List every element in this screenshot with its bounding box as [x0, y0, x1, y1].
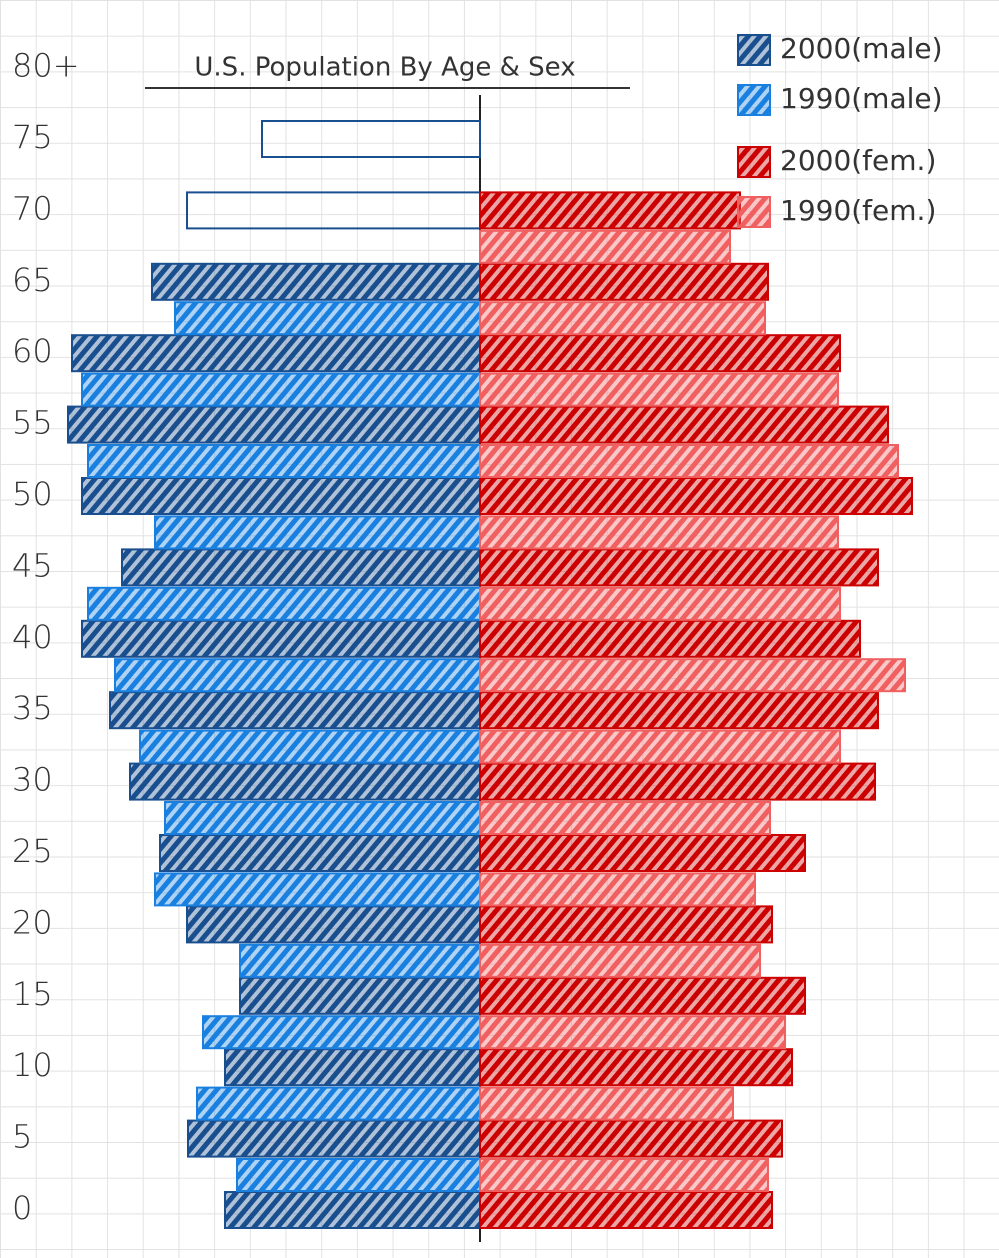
legend-swatch — [737, 84, 771, 116]
bar — [479, 372, 839, 407]
y-tick-label: 5 — [12, 1118, 32, 1156]
y-tick-label: 70 — [12, 189, 53, 227]
legend-label: 1990(fem.) — [780, 194, 936, 227]
bar — [479, 477, 913, 515]
bar — [151, 262, 481, 301]
legend-swatch — [737, 146, 771, 178]
y-tick-label: 80+ — [12, 47, 80, 85]
bar — [479, 301, 766, 336]
bar — [479, 762, 876, 801]
bar — [154, 515, 481, 550]
bar — [154, 872, 481, 907]
bar — [479, 405, 889, 444]
bar — [71, 334, 481, 373]
bar — [87, 444, 481, 478]
bar — [479, 1158, 769, 1192]
y-tick-label: 55 — [12, 404, 53, 442]
bar — [479, 619, 861, 658]
bar — [479, 515, 839, 550]
bar — [479, 1048, 793, 1087]
bar — [109, 691, 481, 730]
y-tick-label: 10 — [12, 1046, 53, 1084]
bar — [479, 1086, 734, 1121]
legend-label: 1990(male) — [780, 82, 943, 115]
bar — [139, 729, 481, 764]
bar — [236, 1158, 481, 1192]
bar — [479, 872, 756, 907]
bar — [479, 729, 841, 764]
bar — [114, 658, 481, 693]
bar — [159, 834, 481, 872]
y-tick-label: 65 — [12, 261, 53, 299]
bar — [479, 1191, 773, 1229]
bar — [479, 586, 841, 621]
legend-label: 2000(male) — [780, 32, 943, 65]
bar — [224, 1191, 481, 1229]
y-tick-label: 0 — [12, 1189, 32, 1227]
bar — [479, 334, 841, 373]
bar — [202, 1015, 481, 1050]
y-tick-label: 25 — [12, 832, 53, 870]
bar — [479, 444, 899, 478]
bar — [129, 762, 481, 801]
bar — [261, 120, 481, 158]
bar — [479, 834, 806, 872]
chart-title: U.S. Population By Age & Sex — [194, 53, 575, 83]
bar — [479, 943, 761, 978]
bar — [87, 586, 481, 621]
bar — [121, 548, 481, 587]
bar — [479, 905, 773, 944]
bar — [196, 1086, 481, 1121]
bar — [186, 905, 481, 944]
bar — [239, 943, 481, 978]
bar — [479, 1015, 786, 1050]
bar — [479, 658, 906, 693]
y-tick-label: 20 — [12, 903, 53, 941]
bar — [479, 1119, 783, 1158]
y-tick-label: 35 — [12, 689, 53, 727]
bar — [479, 229, 731, 264]
y-tick-label: 30 — [12, 761, 53, 799]
bar — [224, 1048, 481, 1087]
y-tick-label: 60 — [12, 332, 53, 370]
y-tick-label: 75 — [12, 118, 53, 156]
legend-swatch — [737, 196, 771, 228]
bar — [479, 976, 806, 1015]
bar — [174, 301, 481, 336]
bar — [479, 262, 769, 301]
y-tick-label: 45 — [12, 546, 53, 584]
bar — [67, 405, 481, 444]
bar — [81, 372, 481, 407]
bar — [479, 691, 879, 730]
bar — [187, 1119, 481, 1158]
legend-label: 2000(fem.) — [780, 144, 936, 177]
bar — [81, 477, 481, 515]
y-tick-label: 50 — [12, 475, 53, 513]
bar — [186, 191, 481, 230]
legend-swatch — [737, 34, 771, 66]
bar — [164, 801, 481, 835]
bar — [479, 191, 741, 230]
y-tick-label: 15 — [12, 975, 53, 1013]
bar — [479, 548, 879, 587]
bar — [479, 801, 771, 835]
y-tick-label: 40 — [12, 618, 53, 656]
bar — [81, 619, 481, 658]
bar — [239, 976, 481, 1015]
